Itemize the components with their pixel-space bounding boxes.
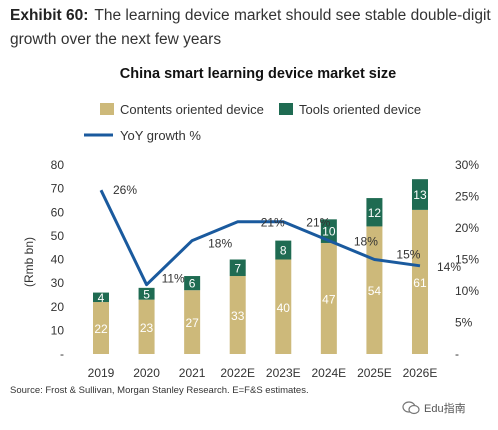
bar-label-tools: 10	[322, 225, 336, 239]
bar-tools	[411, 179, 428, 210]
legend-swatch-tools	[279, 103, 293, 115]
bar-label-contents: 23	[140, 321, 154, 335]
chart-title: China smart learning device market size	[120, 66, 396, 82]
yoy-label: 21%	[261, 216, 285, 230]
x-tick-label: 2024E	[311, 366, 346, 380]
y-tick-label: 40	[51, 253, 65, 267]
y-tick-label: -	[60, 347, 64, 361]
bar-tools	[366, 198, 383, 227]
yoy-label: 14%	[437, 260, 461, 274]
watermark: Edu指南	[402, 400, 466, 416]
plot-area: 80 70 60 50 40 30 20 10 - 30% 25% 20% 15% 10% 5% - 22 4 20…	[51, 158, 480, 380]
watermark-text: Edu指南	[424, 403, 466, 415]
bar-label-tools: 4	[98, 291, 105, 305]
bar-label-contents: 27	[185, 316, 199, 330]
bar-label-contents: 61	[413, 276, 427, 290]
bar-contents	[411, 209, 428, 354]
source-note: Source: Frost & Sullivan, Morgan Stanley…	[10, 385, 309, 396]
y-tick-label: 70	[51, 182, 65, 196]
y-tick-label: 20	[51, 300, 65, 314]
exhibit-text: The learning device market should see st…	[10, 7, 491, 48]
bar-label-contents: 22	[94, 322, 108, 336]
y2-tick-label: 15%	[455, 253, 479, 267]
x-tick-label: 2021	[179, 366, 206, 380]
legend-swatch-contents	[100, 103, 114, 115]
bar-label-contents: 47	[322, 292, 336, 306]
bar-label-tools: 6	[189, 277, 196, 291]
y-tick-label: 30	[51, 276, 65, 290]
bar-contents	[138, 299, 155, 354]
y2-tick-label: 5%	[455, 316, 473, 330]
bar-label-tools: 13	[413, 188, 427, 202]
bar-tools	[93, 292, 109, 303]
x-tick-label: 2020	[133, 366, 160, 380]
x-tick-label: 2019	[88, 366, 115, 380]
legend-label-tools: Tools oriented device	[299, 102, 421, 117]
bar-label-tools: 7	[234, 261, 241, 275]
bar-tools	[229, 259, 246, 277]
bar-contents	[275, 259, 292, 354]
y2-tick-label: 25%	[455, 190, 479, 204]
bar-label-contents: 40	[277, 301, 291, 315]
legend: Contents oriented device Tools oriented …	[84, 102, 421, 143]
legend-label-contents: Contents oriented device	[120, 102, 264, 117]
bar-tools	[138, 287, 155, 300]
yoy-label: 18%	[354, 235, 378, 249]
x-tick-label: 2022E	[220, 366, 255, 380]
bar-contents	[320, 242, 337, 354]
y-tick-label: 80	[51, 158, 65, 172]
bar-label-contents: 33	[231, 309, 245, 323]
exhibit-caption: Exhibit 60: The learning device market sh…	[10, 4, 492, 52]
y-tick-label: 60	[51, 205, 65, 219]
x-tick-label: 2025E	[357, 366, 392, 380]
bar-contents	[229, 276, 246, 354]
y2-tick-label: -	[455, 347, 459, 361]
y2-tick-label: 30%	[455, 158, 479, 172]
yoy-label: 18%	[208, 237, 232, 251]
bar-contents	[184, 290, 201, 354]
yoy-label: 15%	[396, 248, 420, 262]
yoy-growth-line	[99, 189, 421, 287]
bar-label-tools: 12	[368, 206, 382, 220]
bar-tools	[184, 276, 201, 291]
legend-label-yoy: YoY growth %	[120, 128, 201, 143]
y-axis-label: (Rmb bn)	[22, 237, 36, 287]
x-tick-label: 2023E	[266, 366, 301, 380]
yoy-label: 26%	[113, 183, 137, 197]
yoy-label: 21%	[306, 216, 330, 230]
bar-tools	[275, 240, 292, 260]
y-tick-label: 50	[51, 229, 65, 243]
chat-bubble-icon	[402, 401, 420, 415]
exhibit-label: Exhibit 60:	[10, 7, 89, 24]
y-tick-label: 10	[51, 323, 65, 337]
x-tick-label: 2026E	[403, 366, 438, 380]
y2-tick-label: 10%	[455, 284, 479, 298]
bar-label-tools: 5	[143, 287, 150, 301]
bar-label-contents: 54	[368, 284, 382, 298]
yoy-label: 11%	[162, 272, 185, 286]
bar-contents	[93, 302, 109, 354]
y2-tick-label: 20%	[455, 221, 479, 235]
bar-tools	[320, 219, 337, 243]
bar-label-tools: 8	[280, 244, 287, 258]
